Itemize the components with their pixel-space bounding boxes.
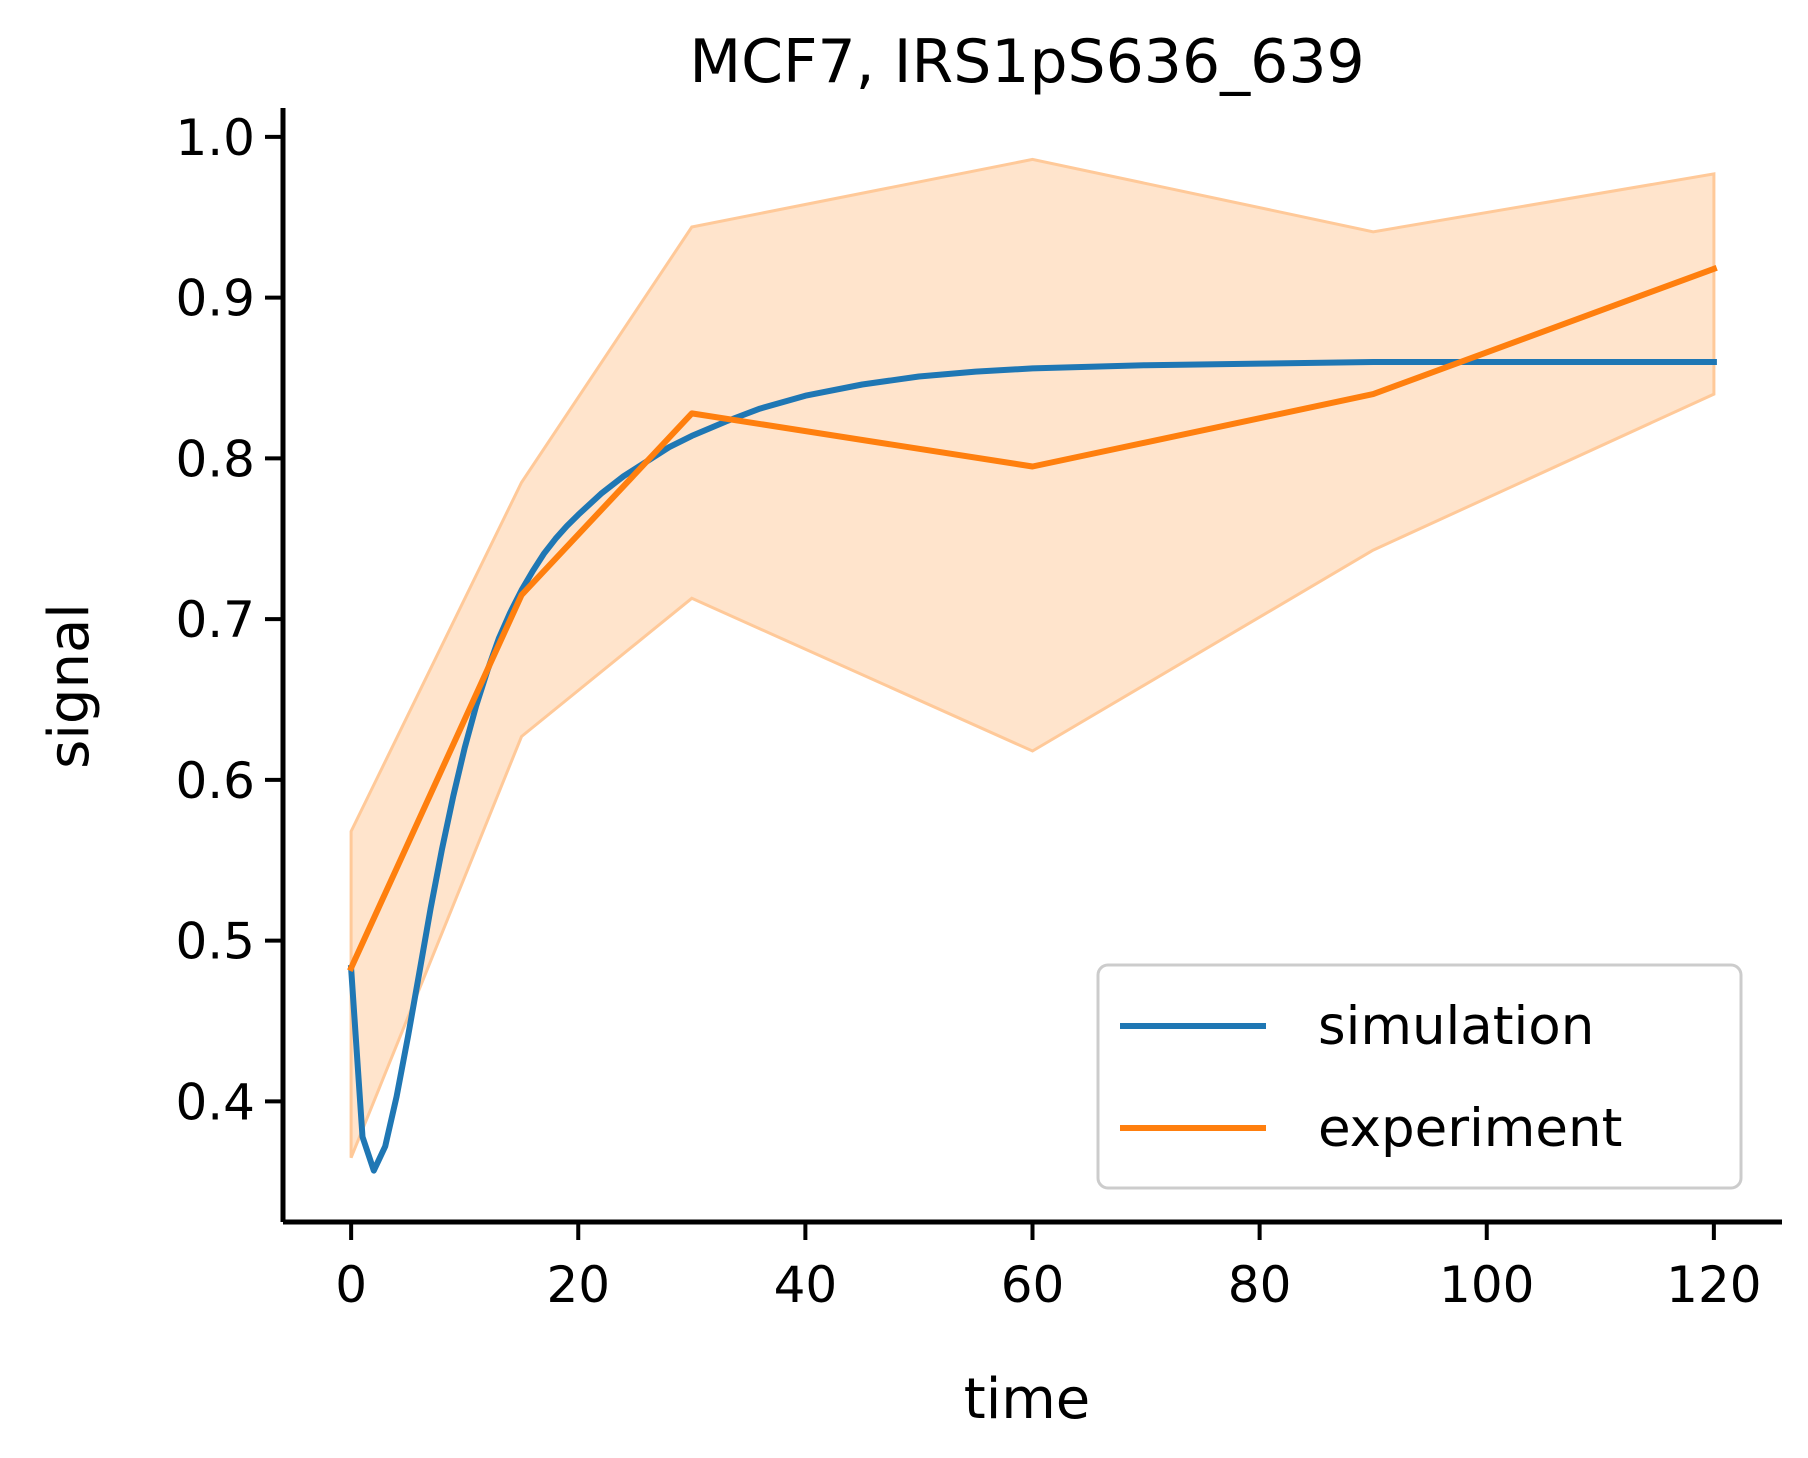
- y-tick-label: 1.0: [175, 109, 255, 167]
- legend-label-simulation: simulation: [1318, 996, 1594, 1057]
- y-axis-title: signal: [37, 603, 102, 769]
- y-tick-label: 0.7: [175, 591, 255, 649]
- x-tick-label: 40: [774, 1256, 838, 1314]
- legend-box: [1096, 963, 1743, 1190]
- simulation-line: [347, 359, 1717, 1174]
- y-tick-label: 0.5: [175, 913, 255, 971]
- x-tick-label: 80: [1228, 1256, 1292, 1314]
- x-tick-label: 120: [1666, 1256, 1761, 1314]
- x-tick-label: 100: [1439, 1256, 1534, 1314]
- x-axis-title: time: [964, 1367, 1091, 1432]
- y-tick-label: 0.6: [175, 752, 255, 810]
- legend: simulation experiment: [1096, 963, 1743, 1190]
- x-tick-label: 60: [1001, 1256, 1065, 1314]
- y-tick-label: 0.9: [175, 270, 255, 328]
- axes: 0 20 40 60 80 100 120 0.4 0.5 0.6 0.7 0.8 0.9 1.0: [175, 108, 1782, 1314]
- chart-title: MCF7, IRS1pS636_639: [689, 27, 1364, 97]
- legend-label-experiment: experiment: [1318, 1098, 1622, 1159]
- y-tick-label: 0.8: [175, 430, 255, 488]
- x-tick-label: 20: [546, 1256, 610, 1314]
- experiment-confidence-band: [349, 157, 1716, 1159]
- y-tick-label: 0.4: [175, 1073, 255, 1131]
- experiment-line: [347, 264, 1718, 972]
- x-tick-label: 0: [335, 1256, 367, 1314]
- plot-area: [347, 157, 1718, 1174]
